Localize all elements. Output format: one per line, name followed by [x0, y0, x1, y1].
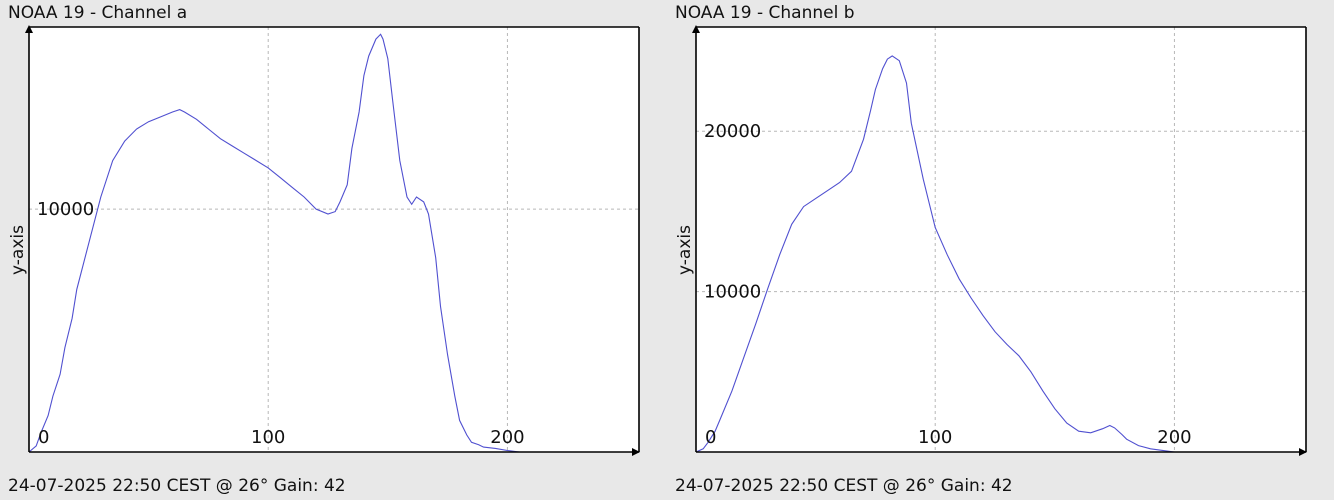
- y-axis-arrow: [25, 25, 33, 33]
- y-tick-label: 20000: [704, 121, 761, 142]
- x-tick-label: 100: [251, 427, 285, 448]
- x-tick-label: 0: [705, 427, 716, 448]
- y-axis-arrow: [692, 25, 700, 33]
- y-tick-label: 10000: [37, 199, 94, 220]
- chart-footer: 24-07-2025 22:50 CEST @ 26° Gain: 42: [675, 476, 1013, 496]
- plot-area: [29, 27, 639, 452]
- x-tick-label: 200: [1157, 427, 1191, 448]
- plot-area: [696, 27, 1306, 452]
- y-axis-label: y-axis: [8, 225, 28, 275]
- chart-panel-channel-a: NOAA 19 - Channel a 0 100 200 10000 y-axis 2…: [0, 0, 650, 500]
- chart-panel-channel-b: NOAA 19 - Channel b 0 100 200 10000 20000 y-a…: [667, 0, 1317, 500]
- chart-title: NOAA 19 - Channel b: [675, 3, 855, 23]
- x-tick-label: 0: [38, 427, 49, 448]
- x-tick-label: 200: [490, 427, 524, 448]
- series-line: [28, 33, 520, 453]
- chart-title: NOAA 19 - Channel a: [8, 3, 188, 23]
- x-tick-label: 100: [918, 427, 952, 448]
- x-axis-arrow: [1299, 448, 1307, 456]
- y-tick-label: 10000: [704, 282, 761, 303]
- x-axis-arrow: [632, 448, 640, 456]
- chart-footer: 24-07-2025 22:50 CEST @ 26° Gain: 42: [8, 476, 346, 496]
- series-line: [695, 55, 1175, 453]
- chart-svg-channel-a: 0 100 200 10000 y-axis: [8, 25, 640, 456]
- chart-svg-channel-b: 0 100 200 10000 20000 y-axis: [675, 25, 1307, 456]
- y-axis-label: y-axis: [675, 225, 695, 275]
